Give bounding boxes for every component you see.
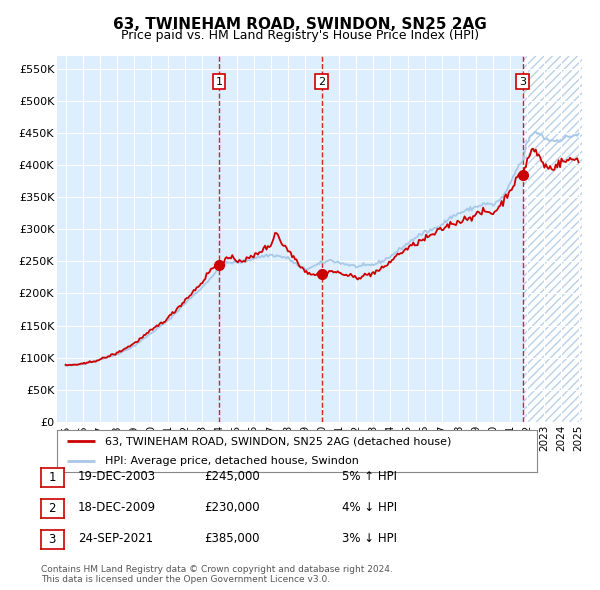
Text: Contains HM Land Registry data © Crown copyright and database right 2024.
This d: Contains HM Land Registry data © Crown c… [41,565,392,584]
Text: 1: 1 [215,77,223,87]
Text: 3: 3 [519,77,526,87]
Text: 18-DEC-2009: 18-DEC-2009 [78,501,156,514]
Text: £230,000: £230,000 [204,501,260,514]
Text: HPI: Average price, detached house, Swindon: HPI: Average price, detached house, Swin… [105,457,359,466]
Text: 3: 3 [49,533,56,546]
Text: 3% ↓ HPI: 3% ↓ HPI [342,532,397,545]
Text: 24-SEP-2021: 24-SEP-2021 [78,532,153,545]
Text: 19-DEC-2003: 19-DEC-2003 [78,470,156,483]
Text: £245,000: £245,000 [204,470,260,483]
Text: 5% ↑ HPI: 5% ↑ HPI [342,470,397,483]
Text: 63, TWINEHAM ROAD, SWINDON, SN25 2AG: 63, TWINEHAM ROAD, SWINDON, SN25 2AG [113,17,487,31]
Bar [523,37,599,422]
Text: 4% ↓ HPI: 4% ↓ HPI [342,501,397,514]
Text: 1: 1 [49,471,56,484]
Text: 2: 2 [49,502,56,515]
Text: 63, TWINEHAM ROAD, SWINDON, SN25 2AG (detached house): 63, TWINEHAM ROAD, SWINDON, SN25 2AG (de… [105,437,451,447]
Text: £385,000: £385,000 [204,532,260,545]
Bar [523,37,599,422]
Text: Price paid vs. HM Land Registry's House Price Index (HPI): Price paid vs. HM Land Registry's House … [121,30,479,42]
Text: 2: 2 [318,77,325,87]
